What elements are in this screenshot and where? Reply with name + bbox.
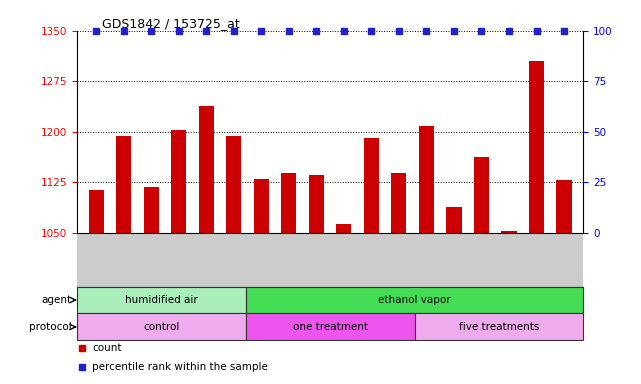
Bar	[419, 126, 434, 233]
Text: one treatment: one treatment	[292, 322, 368, 332]
Bar	[281, 174, 296, 233]
Bar	[337, 224, 351, 233]
Bar	[116, 136, 131, 233]
Text: count: count	[92, 343, 122, 353]
Bar	[446, 207, 462, 233]
Bar	[226, 136, 242, 233]
Text: GDS1842 / 153725_at: GDS1842 / 153725_at	[103, 17, 240, 30]
Bar	[246, 313, 415, 340]
Bar	[144, 187, 159, 233]
Text: five treatments: five treatments	[459, 322, 539, 332]
Bar	[474, 157, 489, 233]
Text: protocol: protocol	[29, 322, 72, 332]
Bar	[199, 106, 214, 233]
Text: ethanol vapor: ethanol vapor	[378, 295, 451, 305]
Bar	[77, 286, 246, 313]
Bar	[364, 139, 379, 233]
Bar	[254, 179, 269, 233]
Text: agent: agent	[42, 295, 72, 305]
Bar	[392, 174, 406, 233]
Bar	[171, 130, 187, 233]
Text: percentile rank within the sample: percentile rank within the sample	[92, 362, 268, 372]
Bar	[529, 61, 544, 233]
Text: control: control	[143, 322, 179, 332]
Text: humidified air: humidified air	[125, 295, 197, 305]
Bar	[415, 313, 583, 340]
Bar	[77, 313, 246, 340]
Bar	[88, 190, 104, 233]
Bar	[309, 175, 324, 233]
Bar	[246, 286, 583, 313]
Bar	[556, 180, 572, 233]
Bar	[501, 231, 517, 233]
